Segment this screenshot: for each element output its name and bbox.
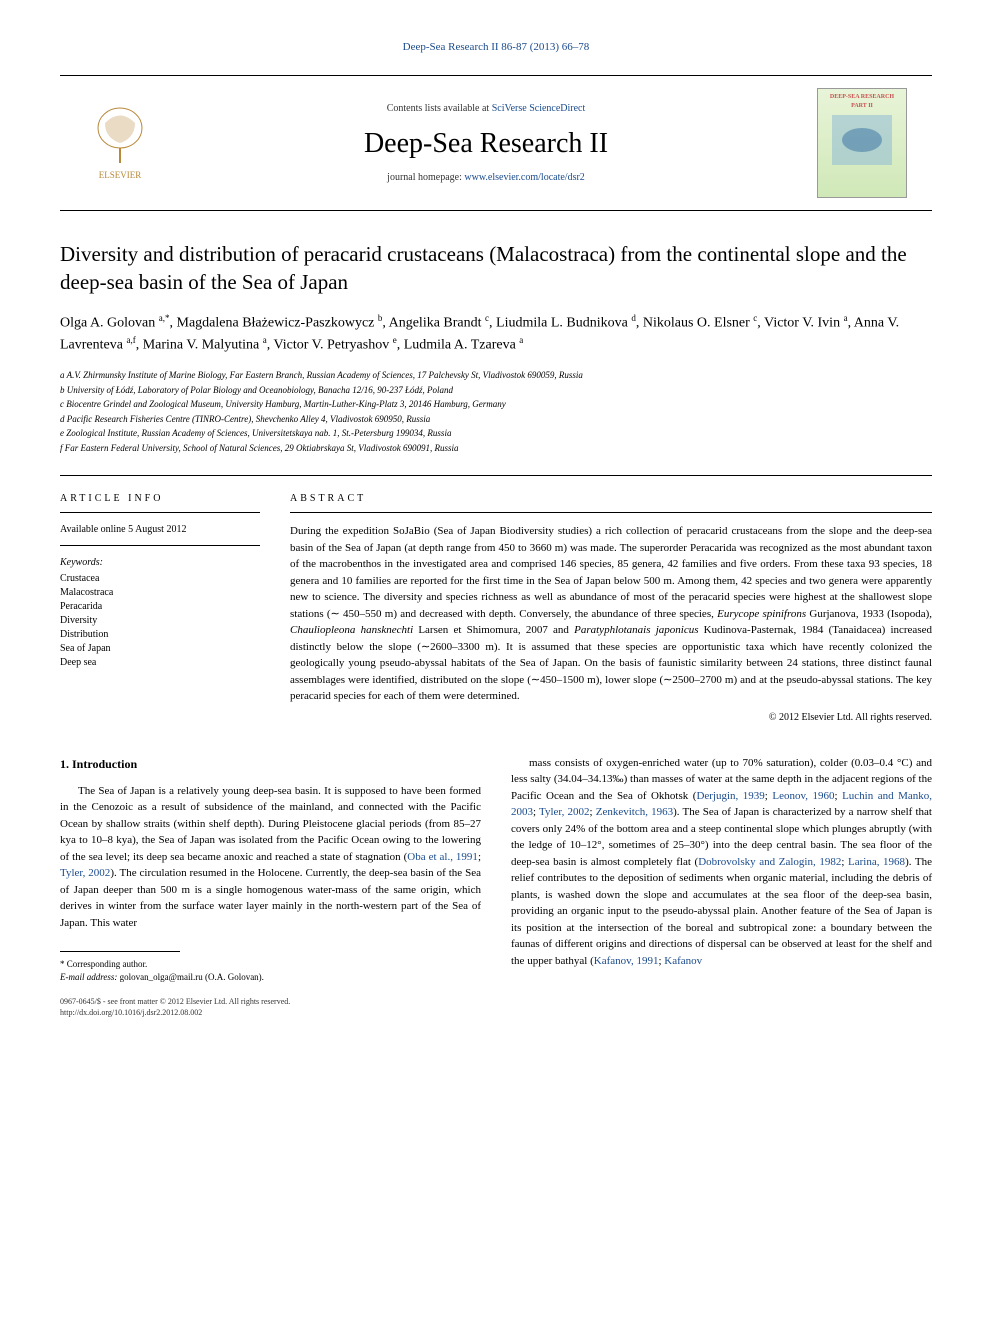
article-info-sidebar: ARTICLE INFO Available online 5 August 2… — [60, 492, 260, 725]
body-column-left: 1. Introduction The Sea of Japan is a re… — [60, 755, 481, 1018]
sciencedirect-link[interactable]: SciVerse ScienceDirect — [492, 103, 586, 114]
keywords-list: CrustaceaMalacostracaPeracaridaDiversity… — [60, 572, 260, 670]
author-list: Olga A. Golovan a,*, Magdalena Błażewicz… — [60, 312, 932, 355]
cover-title: DEEP-SEA RESEARCH PART II — [822, 93, 902, 110]
keyword: Deep sea — [60, 656, 260, 670]
keyword: Peracarida — [60, 600, 260, 614]
abstract-heading: ABSTRACT — [290, 492, 932, 513]
abstract-copyright: © 2012 Elsevier Ltd. All rights reserved… — [290, 711, 932, 725]
journal-banner: ELSEVIER Contents lists available at Sci… — [60, 75, 932, 211]
footer-copyright: 0967-0645/$ - see front matter © 2012 El… — [60, 997, 481, 1018]
elsevier-tree-icon: ELSEVIER — [85, 103, 155, 183]
contents-line: Contents lists available at SciVerse Sci… — [160, 102, 812, 116]
article-title: Diversity and distribution of peracarid … — [60, 241, 932, 296]
body-paragraph-2: mass consists of oxygen-enriched water (… — [511, 755, 932, 970]
footnote-separator — [60, 951, 180, 952]
affiliation-line: e Zoological Institute, Russian Academy … — [60, 427, 932, 441]
abstract-section: ABSTRACT During the expedition SoJaBio (… — [290, 492, 932, 725]
homepage-link[interactable]: www.elsevier.com/locate/dsr2 — [464, 172, 584, 183]
affiliation-line: f Far Eastern Federal University, School… — [60, 442, 932, 456]
keywords-label: Keywords: — [60, 556, 260, 570]
keyword: Sea of Japan — [60, 642, 260, 656]
corresponding-author-note: * Corresponding author. E-mail address: … — [60, 958, 481, 983]
publisher-logo: ELSEVIER — [80, 103, 160, 183]
svg-text:ELSEVIER: ELSEVIER — [99, 170, 142, 180]
citation-header: Deep-Sea Research II 86-87 (2013) 66–78 — [60, 40, 932, 55]
keyword: Distribution — [60, 628, 260, 642]
cover-image-icon — [827, 110, 897, 170]
journal-cover: DEEP-SEA RESEARCH PART II — [812, 88, 912, 198]
journal-name: Deep-Sea Research II — [160, 124, 812, 163]
affiliation-line: b University of Łódź, Laboratory of Pola… — [60, 384, 932, 398]
article-info-heading: ARTICLE INFO — [60, 492, 260, 513]
body-text: 1. Introduction The Sea of Japan is a re… — [60, 755, 932, 1018]
affiliation-line: c Biocentre Grindel and Zoological Museu… — [60, 398, 932, 412]
affiliation-line: a A.V. Zhirmunsky Institute of Marine Bi… — [60, 369, 932, 383]
body-paragraph-1: The Sea of Japan is a relatively young d… — [60, 783, 481, 932]
available-online: Available online 5 August 2012 — [60, 523, 260, 546]
section-heading-introduction: 1. Introduction — [60, 755, 481, 773]
keyword: Crustacea — [60, 572, 260, 586]
keyword: Malacostraca — [60, 586, 260, 600]
abstract-text: During the expedition SoJaBio (Sea of Ja… — [290, 523, 932, 705]
affiliations: a A.V. Zhirmunsky Institute of Marine Bi… — [60, 369, 932, 455]
affiliation-line: d Pacific Research Fisheries Centre (TIN… — [60, 413, 932, 427]
homepage-line: journal homepage: www.elsevier.com/locat… — [160, 171, 812, 185]
keyword: Diversity — [60, 614, 260, 628]
body-column-right: mass consists of oxygen-enriched water (… — [511, 755, 932, 1018]
